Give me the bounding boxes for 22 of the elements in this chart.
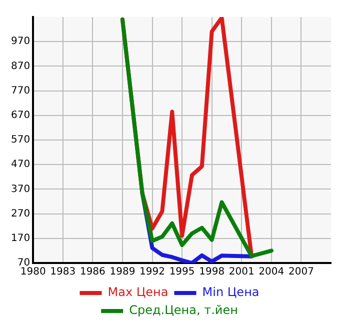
x-tick-label: 1992: [140, 266, 165, 278]
x-tick-label: 1989: [110, 266, 136, 278]
x-tick-label: 2007: [288, 266, 314, 278]
y-tick-label: 270: [10, 208, 30, 220]
x-tick-label: 1995: [169, 266, 195, 278]
legend-label: Max Цена: [108, 285, 168, 300]
y-tick-label: 970: [10, 36, 30, 48]
x-tick-label: 2001: [228, 266, 254, 278]
y-tick-label: 370: [10, 184, 30, 195]
legend-label: Сред.Цена, т.йен: [129, 303, 238, 318]
x-tick-label: 1983: [50, 266, 76, 278]
x-tick-label: 1998: [199, 266, 225, 278]
y-tick-label: 770: [10, 85, 30, 96]
y-tick-label: 870: [10, 60, 30, 72]
legend-label: Min Цена: [202, 285, 260, 300]
x-tick-label: 1980: [20, 266, 46, 278]
x-tick-label: 2004: [258, 266, 284, 278]
y-tick-label: 670: [10, 110, 30, 121]
y-tick-label: 570: [10, 134, 30, 146]
y-tick-label: 470: [10, 159, 30, 170]
y-tick-label: 170: [10, 232, 30, 244]
x-tick-label: 1986: [80, 266, 106, 278]
